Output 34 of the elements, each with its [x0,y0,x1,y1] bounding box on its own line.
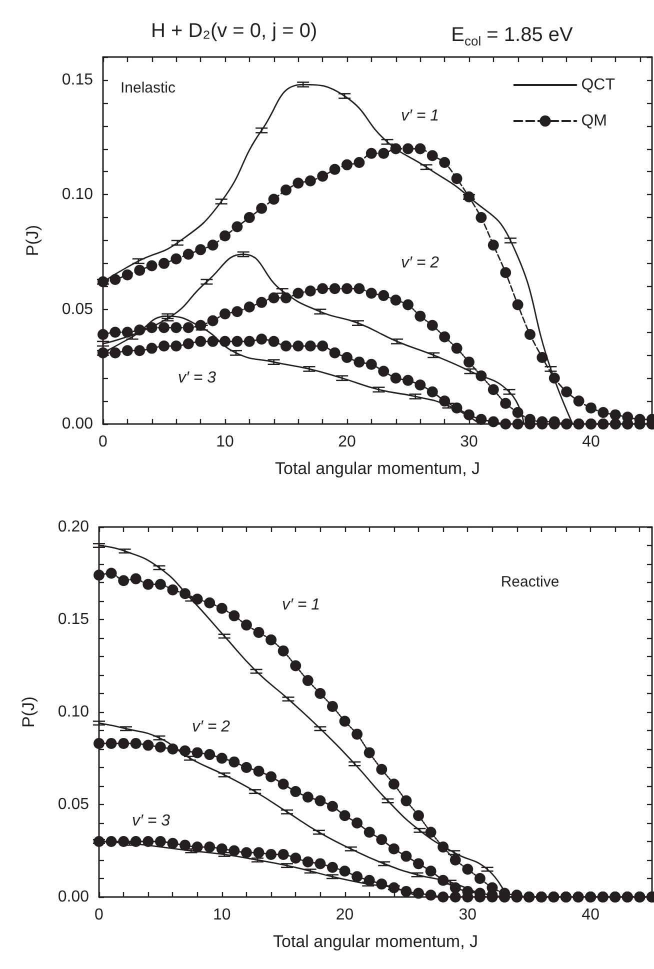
x-tick-label: 20 [338,434,356,450]
annotation: Inelastic [120,80,176,96]
annotation: v′ = 1 [282,596,320,614]
y-tick-label: 0.10 [58,704,90,720]
legend-label: QCT [581,76,616,94]
x-tick-label: 0 [94,906,104,924]
y-axis-title: P(J) [19,696,38,728]
annotation: v′ = 1 [400,108,440,124]
y-tick-label: 0.15 [62,71,94,88]
y-tick-label: 0.10 [62,186,94,204]
y-tick-label: 0.15 [58,611,90,628]
annotation: Reactive [500,574,560,590]
x-axis-title: Total angular momentum, J [274,459,480,478]
x-tick-label: 40 [582,434,600,450]
y-tick-label: 0.05 [58,796,90,813]
y-tick-label: 0.00 [62,416,94,432]
x-tick-label: 20 [336,906,354,924]
y-tick-label: 0.20 [58,518,90,536]
annotation: v′ = 3 [132,812,170,830]
annotation: v′ = 2 [192,718,230,736]
x-tick-label: 30 [460,434,478,450]
legend-label: QM [581,112,608,130]
x-tick-label: 10 [216,434,234,450]
y-tick-label: 0.05 [62,300,94,318]
y-axis-title: P(J) [23,224,42,256]
x-tick-label: 40 [582,906,600,924]
x-tick-label: 30 [458,906,477,924]
annotation: v′ = 2 [400,254,440,272]
x-tick-label: 0 [98,434,108,450]
x-axis-title: Total angular momentum, J [272,932,478,951]
y-tick-label: 0.00 [58,888,90,906]
chart-title: H + D₂(v = 0, j = 0) [151,20,318,42]
x-tick-label: 10 [212,906,231,924]
annotation: v′ = 3 [178,370,216,386]
